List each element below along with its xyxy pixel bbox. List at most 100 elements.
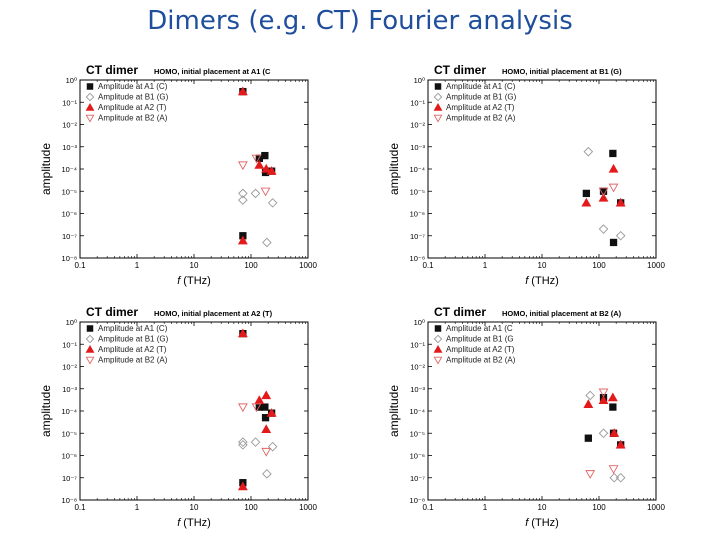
- legend: Amplitude at A1 (C)Amplitude at B1 (G)Am…: [85, 82, 169, 123]
- data-point: [237, 235, 248, 245]
- data-points: [583, 388, 626, 483]
- data-point: [238, 440, 248, 450]
- legend-entry: Amplitude at A1 (C: [446, 324, 513, 333]
- legend-entry: Amplitude at A1 (C): [446, 82, 516, 91]
- x-tick-label: 0.1: [74, 261, 86, 270]
- x-tick-label: 10: [190, 503, 199, 512]
- y-tick-label: 10⁻⁴: [61, 165, 77, 174]
- data-point: [609, 472, 620, 483]
- legend-entry: Amplitude at B1 (G): [98, 93, 169, 102]
- data-point: [237, 86, 248, 96]
- legend-entry: Amplitude at A2 (T): [98, 103, 167, 112]
- x-tick-label: 0.1: [422, 503, 434, 512]
- data-point: [238, 188, 248, 199]
- data-point: [608, 163, 619, 173]
- y-tick-label: 10⁻¹: [62, 98, 77, 107]
- legend-entry: Amplitude at A1 (C): [98, 82, 168, 91]
- y-tick-label: 10⁻²: [62, 363, 77, 372]
- y-tick-label: 10⁻³: [410, 385, 425, 394]
- x-tick-label: 1: [135, 503, 140, 512]
- legend-marker: [85, 344, 95, 353]
- data-point: [261, 151, 269, 160]
- data-point: [261, 447, 272, 457]
- data-point: [261, 403, 269, 411]
- x-tick-label: 0.1: [422, 261, 434, 270]
- legend-marker: [433, 102, 443, 111]
- x-tick-label: 100: [244, 261, 258, 270]
- page-title: Dimers (e.g. CT) Fourier analysis: [147, 6, 573, 36]
- panel-label: CT dimer: [86, 63, 138, 77]
- data-point: [608, 183, 619, 193]
- panel-label: CT dimer: [434, 305, 486, 319]
- data-point: [598, 224, 609, 234]
- y-tick-label: 10⁻³: [410, 143, 425, 152]
- y-tick-label: 10⁻⁸: [62, 254, 77, 263]
- y-tick-label: 10⁻⁸: [410, 254, 425, 263]
- legend-entry: Amplitude at A2 (T): [98, 345, 167, 354]
- x-tick-label: 10: [538, 503, 547, 512]
- legend-marker: [434, 325, 442, 332]
- legend-entry: Amplitude at B1 (G): [98, 335, 169, 344]
- y-tick-label: 10⁻⁵: [410, 187, 425, 196]
- chart-svg: CT dimer HOMO, initial placement at A1 (C…: [39, 63, 317, 287]
- y-axis-label: amplitude: [387, 385, 401, 437]
- legend: Amplitude at A1 (C) Amplitude at B1 (G)Am…: [85, 324, 169, 365]
- y-axis: 10⁰ 10⁻¹ 10⁻² 10⁻³ 10⁻⁴ 10⁻⁵ 10⁻⁶ 10⁻⁷ 10⁻⁸: [61, 318, 308, 505]
- data-point: [261, 390, 272, 400]
- chart-panel-bottom-right: CT dimer HOMO, initial placement at B2 (A…: [378, 304, 698, 536]
- data-point: [583, 146, 594, 157]
- legend: Amplitude at A1 (C Amplitude at B1 (GAmpl…: [433, 324, 516, 365]
- chart-panel-top-left: CT dimer HOMO, initial placement at A1 (C…: [30, 62, 350, 294]
- x-tick-label: 100: [592, 503, 606, 512]
- y-tick-label: 10⁰: [66, 76, 77, 85]
- data-point: [608, 465, 619, 474]
- chart-svg: CT dimer HOMO, initial placement at B2 (A…: [387, 305, 665, 529]
- data-point: [254, 160, 265, 169]
- legend-marker: [85, 102, 95, 111]
- chart-svg: CT dimer HOMO, initial placement at B1 (G…: [387, 63, 665, 287]
- y-tick-label: 10⁻⁶: [410, 452, 425, 461]
- data-point: [615, 439, 626, 449]
- data-point: [615, 230, 626, 241]
- x-tick-label: 100: [592, 261, 606, 270]
- data-point: [615, 197, 626, 207]
- data-point: [583, 399, 594, 408]
- x-tick-label: 10: [538, 261, 547, 270]
- data-point: [261, 424, 272, 433]
- y-axis-label: amplitude: [39, 385, 53, 437]
- x-axis-label: f (THz): [177, 517, 211, 529]
- legend-entry: Amplitude at A2 (T): [446, 345, 515, 354]
- data-point: [238, 195, 248, 205]
- y-tick-label: 10⁻³: [62, 143, 77, 152]
- y-tick-label: 10⁻¹: [62, 340, 77, 349]
- data-point: [598, 192, 609, 202]
- data-point: [250, 188, 261, 199]
- data-point: [598, 388, 609, 398]
- legend-marker: [433, 344, 443, 353]
- legend-entry: Amplitude at B1 (G: [446, 335, 514, 344]
- y-axis: 10⁰ 10⁻¹ 10⁻² 10⁻³ 10⁻⁴ 10⁻⁵ 10⁻⁶ 10⁻⁷ 10⁻⁸: [409, 76, 656, 263]
- data-point: [237, 481, 248, 491]
- data-point: [237, 403, 248, 413]
- legend-entry: Amplitude at A1 (C): [98, 324, 168, 333]
- data-points: [237, 86, 278, 248]
- y-tick-label: 10⁻⁷: [62, 474, 77, 483]
- y-tick-label: 10⁰: [414, 318, 425, 327]
- data-point: [238, 437, 248, 447]
- x-tick-label: 10: [190, 261, 199, 270]
- legend-entry: Amplitude at B2 (A): [446, 114, 516, 123]
- data-point: [609, 238, 618, 247]
- y-tick-label: 10⁻⁵: [62, 429, 77, 438]
- y-tick-label: 10⁻²: [62, 121, 77, 130]
- legend-marker: [85, 334, 95, 344]
- data-point: [615, 472, 626, 483]
- y-tick-label: 10⁰: [66, 318, 77, 327]
- data-point: [250, 437, 261, 447]
- chart-title: HOMO, initial placement at B2 (A): [502, 309, 622, 318]
- data-point: [251, 403, 262, 413]
- x-tick-label: 1000: [299, 261, 317, 270]
- y-axis-label: amplitude: [39, 143, 53, 195]
- legend-entry: Amplitude at B2 (A): [98, 114, 168, 123]
- data-points: [581, 146, 626, 247]
- x-axis-label: f (THz): [177, 275, 211, 287]
